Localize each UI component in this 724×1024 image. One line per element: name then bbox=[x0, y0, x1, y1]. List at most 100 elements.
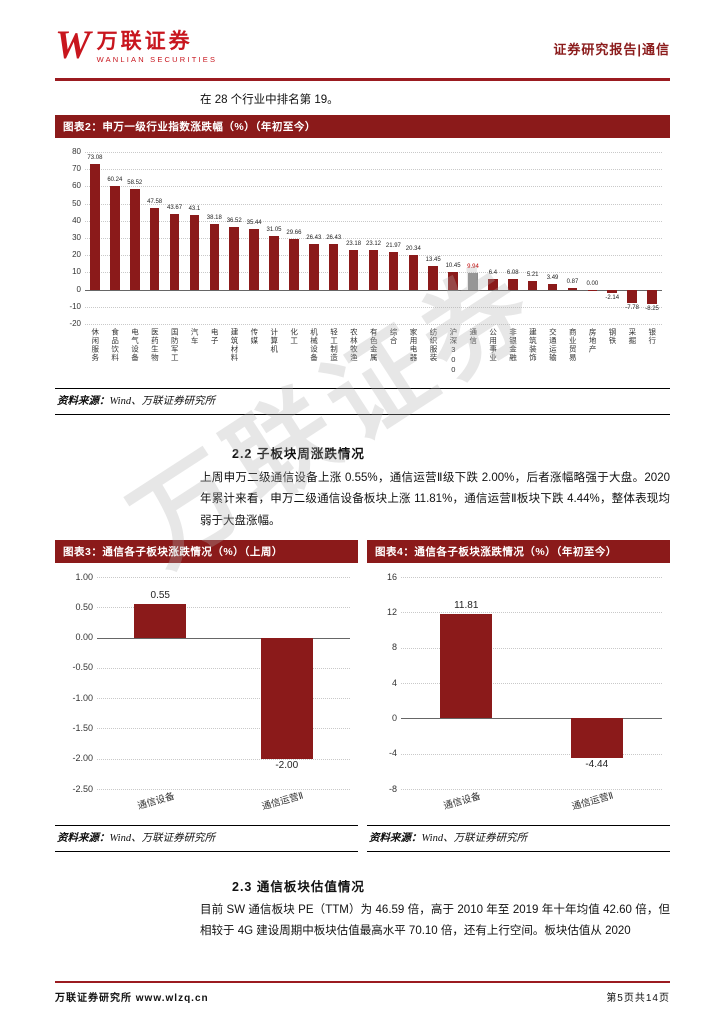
value-label: 13.45 bbox=[425, 257, 441, 264]
x-category-label: 国防军工 bbox=[170, 328, 180, 362]
y-tick-label: 30 bbox=[72, 233, 81, 242]
gridline bbox=[85, 324, 662, 325]
x-category-label: 纺织服装 bbox=[428, 328, 438, 362]
y-tick-label: 0.50 bbox=[75, 601, 93, 612]
bar-沪深300 bbox=[448, 271, 458, 290]
figure-3: 图表3：通信各子板块涨跌情况（%）（上周） 1.00 0.50 0.00 -0.50 -… bbox=[55, 540, 358, 852]
x-category-label: 房地产 bbox=[588, 328, 598, 354]
value-label: 38.18 bbox=[206, 214, 222, 221]
gridline bbox=[401, 683, 662, 684]
intro-text: 在 28 个行业中排名第 19。 bbox=[200, 94, 339, 106]
gridline bbox=[401, 647, 662, 649]
page-number: 第5页共14页 bbox=[606, 993, 670, 1004]
bar-通信设备 bbox=[440, 614, 493, 719]
y-tick-label: -1.00 bbox=[72, 692, 93, 703]
y-tick-label: -4 bbox=[388, 748, 397, 759]
bar-医药生物 bbox=[149, 207, 160, 290]
source-label: 资料来源： bbox=[57, 833, 110, 844]
y-tick-label: -0.50 bbox=[72, 662, 93, 673]
bar-建筑材料 bbox=[229, 226, 239, 290]
figure-4-title: 图表4：通信各子板块涨跌情况（%）（年初至今） bbox=[367, 540, 670, 563]
value-label: 11.81 bbox=[454, 600, 479, 611]
bar-有色金属 bbox=[368, 249, 379, 290]
value-label: 58.52 bbox=[127, 179, 143, 186]
value-label: 36.52 bbox=[226, 217, 242, 224]
bar-食品饮料 bbox=[110, 185, 120, 290]
x-category-label: 农林牧渔 bbox=[349, 328, 359, 362]
brand-w-icon: W bbox=[55, 22, 91, 67]
x-category-label: 非银金融 bbox=[508, 328, 518, 362]
chart2-x-axis-labels: 休闲服务 食品饮料 电气设备 医药生物 国防军工 汽车 电子 建筑材料 传媒 计算机 化工 机械设备轻… bbox=[85, 324, 662, 384]
figure-4-chart: 16 12 8 4 0 -4 -8 11.81 -4.44 通信设备 通信运营Ⅱ bbox=[367, 572, 670, 826]
x-category-label: 电气设备 bbox=[130, 328, 140, 362]
gridline bbox=[401, 789, 662, 790]
value-label: 20.34 bbox=[405, 245, 421, 252]
y-tick-label: 0 bbox=[391, 712, 397, 723]
chart3-plot: 1.00 0.50 0.00 -0.50 -1.00 -1.50 -2.00 -2.50 0.5… bbox=[72, 572, 350, 793]
bar-家用电器 bbox=[408, 254, 419, 290]
source-value: Wind、万联证券研究所 bbox=[109, 396, 216, 407]
zero-axis-line bbox=[97, 637, 350, 639]
value-label: 35.44 bbox=[246, 219, 262, 226]
y-tick-label: 40 bbox=[72, 215, 81, 225]
value-label: 23.12 bbox=[365, 240, 382, 247]
chart4-x-axis-labels: 通信设备 通信运营Ⅱ bbox=[401, 789, 662, 821]
bar-传媒 bbox=[249, 228, 259, 290]
x-category-label: 机械设备 bbox=[309, 328, 319, 362]
gridline bbox=[97, 577, 350, 578]
y-tick-label: 80 bbox=[72, 147, 81, 156]
y-tick-label: 12 bbox=[386, 606, 397, 617]
x-category-label: 综合 bbox=[389, 328, 399, 345]
bar-电子 bbox=[209, 223, 220, 290]
source-label: 资料来源： bbox=[369, 833, 422, 844]
y-tick-label: 60 bbox=[72, 181, 81, 191]
x-category-label: 钢铁 bbox=[608, 328, 617, 345]
bar-机械设备 bbox=[309, 244, 319, 290]
x-category-label: 采掘 bbox=[627, 328, 637, 345]
x-category-label: 通信 bbox=[468, 328, 478, 345]
x-category-label: 医药生物 bbox=[150, 328, 160, 362]
x-category-label: 通信运营Ⅱ bbox=[570, 790, 615, 813]
y-tick-label: -1.50 bbox=[72, 722, 93, 733]
value-label: 9.94 bbox=[467, 263, 479, 270]
gridline bbox=[85, 238, 662, 239]
y-tick-label: -10 bbox=[69, 301, 81, 311]
bar-通信 bbox=[468, 272, 478, 290]
value-label: 10.45 bbox=[445, 262, 461, 269]
x-category-label: 有色金属 bbox=[369, 328, 379, 362]
figure-3-source: 资料来源：Wind、万联证券研究所 bbox=[55, 826, 358, 852]
bar-钢铁 bbox=[607, 289, 618, 294]
y-tick-label: 8 bbox=[391, 642, 397, 653]
value-label: 26.43 bbox=[326, 235, 342, 242]
section-2-2-body: 上周申万二级通信设备上涨 0.55%，通信运营Ⅱ级下跌 2.00%，后者涨幅略强… bbox=[200, 472, 670, 527]
value-label: 43.67 bbox=[167, 205, 183, 212]
y-tick-label: 0 bbox=[76, 284, 81, 294]
value-label: 23.18 bbox=[346, 240, 362, 247]
bar-电气设备 bbox=[129, 188, 140, 290]
gridline bbox=[97, 607, 350, 609]
value-label: 21.97 bbox=[385, 242, 401, 249]
bar-房地产 bbox=[587, 289, 598, 291]
brand-name-cn: 万联证券 bbox=[96, 30, 193, 53]
value-label: 31.05 bbox=[266, 227, 282, 234]
value-label: 0.87 bbox=[566, 279, 579, 286]
page-footer: 万联证券研究所 www.wlzq.cn 第5页共14页 bbox=[55, 989, 670, 1004]
x-category-label: 计算机 bbox=[269, 328, 279, 354]
value-label: -2.14 bbox=[605, 295, 620, 302]
bar-化工 bbox=[289, 238, 299, 290]
y-tick-label: 20 bbox=[72, 250, 81, 260]
gridline bbox=[85, 203, 662, 205]
x-category-label: 电子 bbox=[210, 328, 220, 345]
gridline bbox=[85, 152, 662, 153]
value-label: 6.08 bbox=[506, 270, 519, 277]
gridline bbox=[85, 306, 662, 308]
bar-综合 bbox=[388, 251, 399, 290]
value-label: 26.43 bbox=[306, 235, 322, 242]
page-header: W 万联证券 WANLIAN SECURITIES 证券研究报告|通信 bbox=[55, 22, 670, 67]
bar-采掘 bbox=[627, 289, 637, 303]
gridline bbox=[85, 169, 662, 171]
figure-3-chart: 1.00 0.50 0.00 -0.50 -1.00 -1.50 -2.00 -2.50 0.5… bbox=[55, 572, 358, 826]
x-category-label: 通信设备 bbox=[442, 790, 483, 813]
x-category-label: 通信设备 bbox=[136, 790, 177, 813]
